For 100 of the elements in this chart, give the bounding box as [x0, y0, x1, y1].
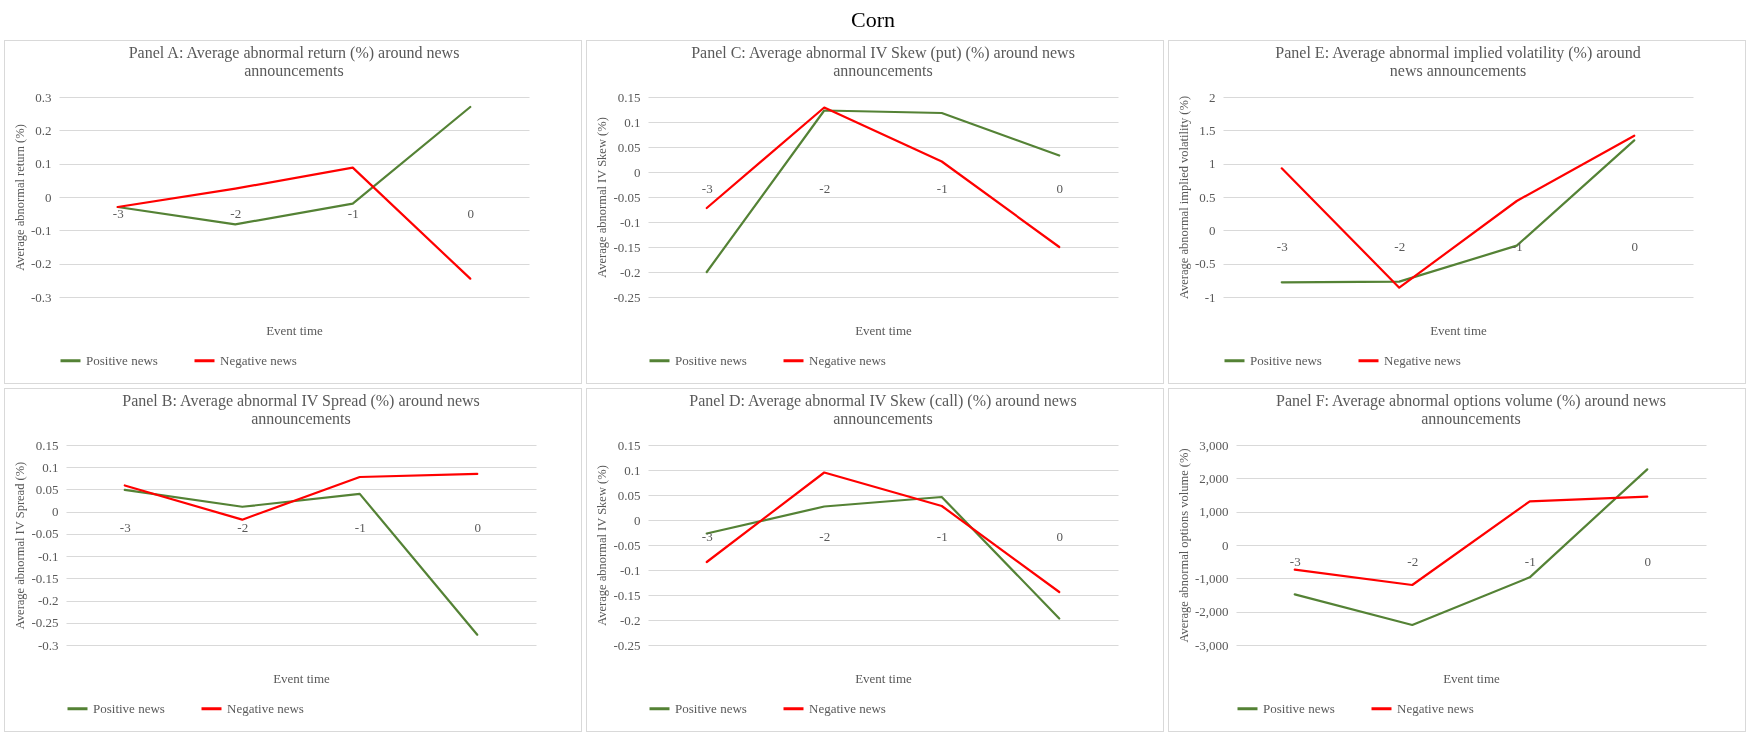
- y-tick-label: -0.05: [31, 526, 59, 542]
- x-tick-label: -3: [701, 180, 713, 196]
- y-axis-title: Average abnormal options volume (%): [1176, 448, 1191, 643]
- legend-label: Negative news: [220, 352, 297, 368]
- y-tick-label: 0.1: [42, 459, 59, 475]
- y-tick-label: 2,000: [1199, 470, 1229, 486]
- x-tick-label: -3: [701, 528, 713, 544]
- y-tick-label: -0.25: [613, 637, 641, 653]
- y-tick-label: -2,000: [1194, 604, 1229, 620]
- y-tick-label: 3,000: [1199, 437, 1229, 453]
- y-tick-label: 1: [1209, 156, 1216, 172]
- x-tick-label: -2: [819, 180, 831, 196]
- y-axis-title: Average abnormal return (%): [12, 124, 27, 271]
- chart-title: Panel E: Average abnormal implied volatility (%) around news announcements: [1275, 44, 1641, 79]
- x-tick-label: 0: [1644, 553, 1651, 569]
- x-axis-title: Event time: [855, 322, 913, 338]
- x-tick-label: 0: [1056, 528, 1063, 544]
- y-tick-label: -0.3: [37, 637, 59, 653]
- y-tick-label: 0: [52, 504, 59, 520]
- legend-label: Negative news: [809, 352, 886, 368]
- x-tick-label: -3: [1289, 553, 1301, 569]
- x-tick-label: -3: [112, 205, 124, 221]
- y-tick-label: 0.15: [35, 437, 59, 453]
- y-tick-label: -0.25: [613, 289, 641, 305]
- chart-title: Panel A: Average abnormal return (%) around news announcements: [128, 44, 460, 79]
- y-tick-label: 0.15: [617, 437, 641, 453]
- x-tick-label: -2: [237, 520, 249, 536]
- y-tick-label: -0.2: [37, 593, 59, 609]
- y-tick-label: 0.3: [35, 89, 52, 105]
- x-tick-label: -1: [354, 520, 366, 536]
- y-tick-label: -1,000: [1194, 570, 1229, 586]
- x-tick-label: -1: [936, 528, 948, 544]
- y-tick-label: 0.05: [617, 139, 641, 155]
- x-tick-label: -3: [119, 520, 131, 536]
- y-tick-label: -0.2: [30, 256, 52, 272]
- x-axis-title: Event time: [273, 670, 331, 686]
- legend-label: Negative news: [1397, 700, 1474, 716]
- legend-label: Negative news: [1384, 352, 1461, 368]
- y-tick-label: -0.1: [619, 562, 641, 578]
- y-tick-label: -0.1: [30, 222, 52, 238]
- y-tick-label: 0.1: [624, 114, 641, 130]
- y-tick-label: 0.05: [35, 481, 59, 497]
- y-tick-label: 0.1: [35, 156, 52, 172]
- y-tick-label: 1.5: [1199, 122, 1216, 138]
- y-tick-label: -0.2: [619, 264, 641, 280]
- y-tick-label: -0.05: [613, 537, 641, 553]
- legend-label: Positive news: [86, 352, 158, 368]
- y-tick-label: 0.2: [35, 122, 52, 138]
- y-tick-label: -1: [1204, 289, 1216, 305]
- y-tick-label: -0.05: [613, 189, 641, 205]
- x-tick-label: -3: [1276, 238, 1288, 254]
- x-tick-label: -2: [230, 205, 242, 221]
- y-tick-label: 0.05: [617, 487, 641, 503]
- x-tick-label: -1: [936, 180, 948, 196]
- y-tick-label: 2: [1209, 89, 1216, 105]
- text: Corn: [851, 7, 895, 32]
- y-axis-title: Average abnormal IV Spread (%): [13, 461, 28, 630]
- x-axis-title: Event time: [266, 322, 324, 338]
- chart-title: Panel F: Average abnormal options volume (%) around news announcements: [1276, 392, 1666, 427]
- y-tick-label: -0.1: [37, 548, 59, 564]
- x-tick-label: 0: [467, 205, 474, 221]
- y-tick-label: 0.15: [617, 89, 641, 105]
- legend-label: Positive news: [93, 700, 165, 716]
- x-tick-label: 0: [1056, 180, 1063, 196]
- legend-label: Negative news: [227, 700, 304, 716]
- y-tick-label: -0.2: [619, 612, 641, 628]
- y-tick-label: -0.15: [613, 587, 641, 603]
- y-tick-label: -0.3: [30, 289, 52, 305]
- chart-title: Panel C: Average abnormal IV Skew (put) (%) around news announcements: [691, 44, 1075, 79]
- x-tick-label: -2: [819, 528, 831, 544]
- y-tick-label: 0: [634, 164, 641, 180]
- y-axis-title: Average abnormal IV Skew (%): [595, 117, 610, 278]
- x-tick-label: -1: [347, 205, 359, 221]
- x-axis-title: Event time: [1443, 670, 1501, 686]
- y-tick-label: -0.15: [613, 239, 641, 255]
- x-tick-label: 0: [1631, 238, 1638, 254]
- legend-label: Positive news: [675, 700, 747, 716]
- y-tick-label: -0.1: [619, 214, 641, 230]
- legend-label: Positive news: [675, 352, 747, 368]
- x-tick-label: 0: [474, 520, 481, 536]
- legend-label: Positive news: [1263, 700, 1335, 716]
- legend-label: Positive news: [1250, 352, 1322, 368]
- legend-label: Negative news: [809, 700, 886, 716]
- x-axis-title: Event time: [1430, 322, 1488, 338]
- chart-title: Panel B: Average abnormal IV Spread (%) around news announcements: [122, 392, 480, 427]
- y-axis-title: Average abnormal implied volatility (%): [1176, 95, 1191, 300]
- x-tick-label: -2: [1407, 553, 1419, 569]
- x-tick-label: -2: [1394, 238, 1406, 254]
- y-tick-label: -0.15: [31, 570, 59, 586]
- y-tick-label: 0.1: [624, 462, 641, 478]
- y-tick-label: 1,000: [1199, 504, 1229, 520]
- y-tick-label: -3,000: [1194, 637, 1229, 653]
- y-tick-label: 0.5: [1199, 189, 1216, 205]
- y-tick-label: -0.5: [1194, 256, 1216, 272]
- y-tick-label: 0: [1209, 222, 1216, 238]
- chart-title: Panel D: Average abnormal IV Skew (call) (%) around news announcements: [689, 392, 1077, 427]
- y-axis-title: Average abnormal IV Skew (%): [595, 465, 610, 626]
- x-axis-title: Event time: [855, 670, 913, 686]
- x-tick-label: -1: [1524, 553, 1536, 569]
- line-series: [123, 472, 479, 521]
